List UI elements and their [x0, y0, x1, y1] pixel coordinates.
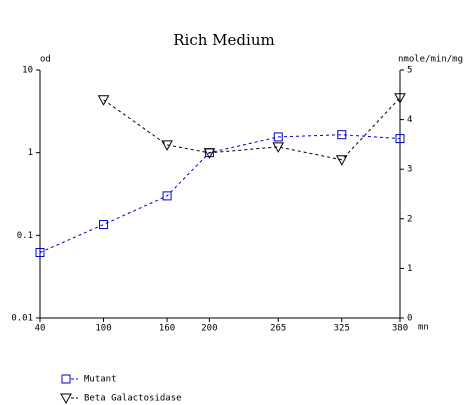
y-tick-label: 10	[22, 66, 33, 76]
marker	[97, 95, 110, 106]
legend-marker	[60, 393, 72, 405]
marker	[203, 148, 216, 159]
x-tick-label: 160	[159, 324, 175, 334]
x-tick-label: 100	[95, 324, 111, 334]
x-axis-label: mn	[418, 323, 429, 333]
marker	[395, 134, 405, 144]
marker	[35, 247, 45, 257]
y2-tick-label: 1	[407, 264, 412, 274]
marker	[394, 93, 406, 104]
x-tick-label: 265	[270, 324, 286, 334]
marker	[162, 191, 172, 201]
marker	[273, 132, 283, 142]
y2-tick-label: 4	[407, 115, 412, 125]
y-axis-label: od	[40, 55, 51, 65]
x-tick-label: 40	[35, 324, 46, 334]
marker	[99, 220, 109, 230]
y2-tick-label: 2	[407, 214, 412, 224]
y-tick-label: 0.1	[17, 231, 33, 241]
series-line	[103, 97, 401, 161]
y2-tick-label: 0	[407, 314, 412, 324]
marker	[161, 140, 173, 151]
y2-tick-label: 5	[407, 66, 412, 76]
marker	[337, 130, 347, 140]
x-tick-label: 325	[334, 324, 350, 334]
marker	[272, 142, 285, 153]
marker	[335, 155, 348, 166]
y2-axis-label: nmole/min/mg	[398, 55, 463, 65]
chart-title: Rich Medium	[173, 31, 274, 49]
y-tick-label: 1	[28, 148, 33, 158]
x-tick-label: 200	[201, 324, 217, 334]
legend-label: Beta Galactosidase	[84, 394, 182, 404]
y2-tick-label: 3	[407, 165, 412, 175]
x-tick-label: 380	[392, 324, 408, 334]
series-line	[39, 134, 401, 253]
y-tick-label: 0.01	[11, 314, 33, 324]
legend-marker	[61, 374, 71, 384]
legend-label: Mutant	[84, 375, 117, 385]
